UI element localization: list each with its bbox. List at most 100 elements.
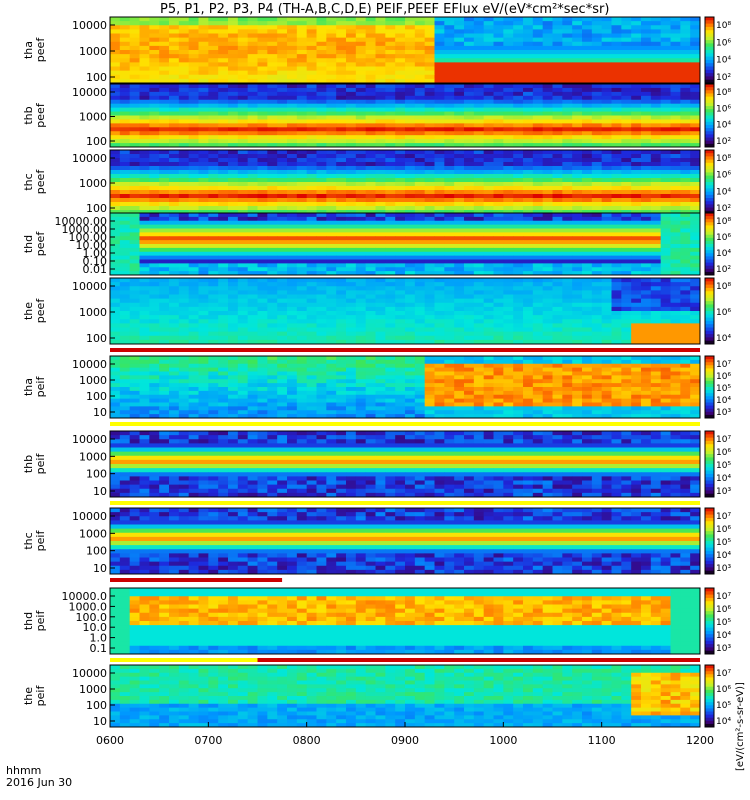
heatmap-cell (375, 251, 386, 257)
heatmap-cell (296, 271, 308, 276)
heatmap-cell (198, 331, 209, 337)
heatmap-cell (611, 213, 622, 218)
heatmap-cell (650, 21, 662, 26)
heatmap-cell (228, 213, 239, 218)
heatmap-cell (119, 213, 131, 218)
heatmap-cell (493, 194, 504, 199)
heatmap-cell (159, 267, 170, 272)
heatmap-cell (129, 127, 140, 132)
heatmap-cell (159, 339, 170, 345)
heatmap-cell (198, 66, 209, 72)
heatmap-cell (552, 87, 563, 93)
heatmap-cell (326, 139, 337, 144)
heatmap-cell (483, 206, 494, 211)
heatmap-cell (473, 119, 485, 124)
colorbar-tick-label: 10⁴ (716, 121, 731, 131)
heatmap-cell (552, 58, 563, 63)
heatmap-cell (660, 178, 671, 183)
heatmap-cell (532, 174, 544, 179)
heatmap-cell (611, 240, 622, 245)
heatmap-cell (110, 99, 121, 105)
heatmap-cell (454, 302, 465, 308)
heatmap-cell (198, 103, 209, 109)
heatmap-cell (405, 255, 416, 260)
heatmap-cell (690, 87, 701, 93)
heatmap-cell (690, 174, 701, 179)
heatmap-cell (424, 202, 435, 207)
heatmap-cell (444, 306, 455, 312)
heatmap-cell (119, 263, 131, 268)
heatmap-cell (660, 228, 671, 233)
heatmap-cell (690, 37, 701, 43)
heatmap-cell (641, 166, 652, 171)
heatmap-cell (444, 123, 455, 128)
heatmap-cell (139, 298, 150, 304)
colorbar-cell (705, 191, 714, 196)
heatmap-cell (188, 335, 199, 341)
heatmap-cell (346, 123, 357, 128)
heatmap-cell (355, 232, 367, 237)
heatmap-cell (464, 54, 475, 59)
colorbar-cell (705, 311, 714, 315)
heatmap-cell (473, 139, 485, 144)
heatmap-cell (267, 198, 278, 203)
heatmap-cell (228, 182, 239, 187)
heatmap-cell (434, 244, 445, 249)
heatmap-cell (188, 174, 199, 179)
heatmap-cell (493, 251, 504, 257)
heatmap-cell (454, 29, 465, 34)
heatmap-cell (247, 91, 258, 97)
heatmap-cell (169, 17, 180, 22)
heatmap-cell (414, 339, 426, 345)
heatmap-cell (601, 224, 612, 229)
heatmap-cell (346, 315, 357, 320)
heatmap-cell (326, 115, 337, 120)
heatmap-cell (405, 84, 416, 89)
heatmap-cell (454, 228, 465, 233)
heatmap-cell (257, 21, 268, 26)
heatmap-cell (326, 135, 337, 140)
heatmap-cell (513, 91, 524, 97)
heatmap-cell (149, 21, 160, 26)
heatmap-cell (119, 190, 131, 195)
heatmap-cell (650, 45, 662, 51)
heatmap-cell (513, 216, 524, 222)
heatmap-cell (611, 263, 622, 268)
heatmap-cell (385, 119, 396, 124)
heatmap-cell (601, 37, 612, 43)
heatmap-cell (110, 170, 121, 175)
heatmap-cell (660, 232, 671, 237)
heatmap-cell (464, 306, 475, 312)
heatmap-cell (316, 224, 327, 229)
heatmap-cell (110, 178, 121, 183)
heatmap-cell (395, 170, 406, 175)
heatmap-cell (552, 41, 563, 47)
heatmap-cell (237, 278, 249, 283)
heatmap-cell (690, 21, 701, 26)
heatmap-cell (483, 213, 494, 218)
heatmap-cell (139, 224, 150, 229)
heatmap-cell (237, 66, 249, 72)
heatmap-cell (503, 319, 514, 324)
heatmap-cell (218, 315, 229, 320)
heatmap-cell (237, 139, 249, 144)
heatmap-cell (690, 70, 701, 76)
heatmap-cell (296, 194, 308, 199)
heatmap-cell (129, 216, 140, 222)
heatmap-cell (277, 87, 288, 93)
heatmap-cell (228, 115, 239, 120)
heatmap-cell (159, 236, 170, 241)
heatmap-cell (670, 339, 681, 345)
heatmap-cell (228, 74, 239, 80)
heatmap-cell (149, 236, 160, 241)
heatmap-cell (139, 186, 150, 191)
heatmap-cell (169, 135, 180, 140)
heatmap-cell (542, 319, 553, 324)
heatmap-cell (503, 210, 514, 215)
heatmap-cell (523, 25, 534, 30)
heatmap-cell (405, 271, 416, 276)
heatmap-cell (385, 115, 396, 120)
heatmap-cell (650, 232, 662, 237)
heatmap-cell (316, 95, 327, 101)
heatmap-cell (139, 331, 150, 337)
